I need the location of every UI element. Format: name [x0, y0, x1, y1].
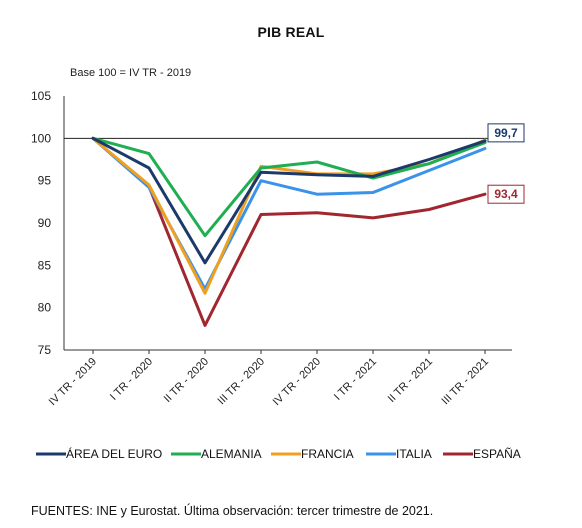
y-tick-label: 100	[31, 131, 51, 145]
callout-box	[487, 184, 525, 204]
callout-label: 93,4	[494, 187, 518, 201]
series-line-4	[91, 136, 487, 327]
end-value-callouts: 99,7 93,4	[487, 123, 525, 204]
x-tick-label: I TR - 2020	[108, 356, 155, 403]
chart-axes	[63, 96, 512, 354]
x-tick-label: II TR - 2020	[162, 356, 211, 405]
series-line-1	[91, 136, 487, 238]
y-tick-label: 105	[31, 89, 51, 103]
series-lines	[91, 136, 487, 327]
y-tick-label: 85	[38, 258, 52, 272]
legend-label: ÁREA DEL EURO	[66, 446, 162, 461]
x-tick-label: IV TR - 2019	[47, 356, 99, 408]
x-tick-label: IV TR - 2020	[271, 356, 323, 408]
x-tick-label: III TR - 2020	[216, 356, 268, 408]
x-tick-label: I TR - 2021	[332, 356, 379, 403]
callout-label: 99,7	[494, 126, 518, 140]
chart-subtitle: Base 100 = IV TR - 2019	[70, 67, 192, 79]
y-tick-label: 95	[38, 174, 52, 188]
y-axis-tick-labels: 75 80 85 90 95 100 105	[31, 89, 51, 357]
legend-label: ITALIA	[396, 447, 432, 461]
x-tick-label: II TR - 2021	[386, 356, 435, 405]
y-tick-label: 80	[38, 301, 52, 315]
line-chart: 75 80 85 90 95 100 105 IV TR - 2019 I TR - 2020…	[31, 89, 525, 461]
legend-label: ESPAÑA	[473, 447, 521, 461]
y-tick-label: 90	[38, 216, 52, 230]
x-tick-label: III TR - 2021	[440, 356, 492, 408]
y-tick-label: 75	[38, 343, 52, 357]
source-note: FUENTES: INE y Eurostat. Última observac…	[31, 504, 434, 518]
legend-label: ALEMANIA	[201, 447, 262, 461]
legend-label: FRANCIA	[301, 447, 354, 461]
callout-box	[487, 123, 525, 143]
series-line-0	[91, 136, 487, 265]
x-axis-tick-labels: IV TR - 2019 I TR - 2020 II TR - 2020 III T…	[47, 356, 491, 408]
chart-title: PIB REAL	[257, 24, 325, 40]
chart-legend: ÁREA DEL EURO ALEMANIA FRANCIA ITALIA ESPAÑA	[36, 446, 521, 461]
